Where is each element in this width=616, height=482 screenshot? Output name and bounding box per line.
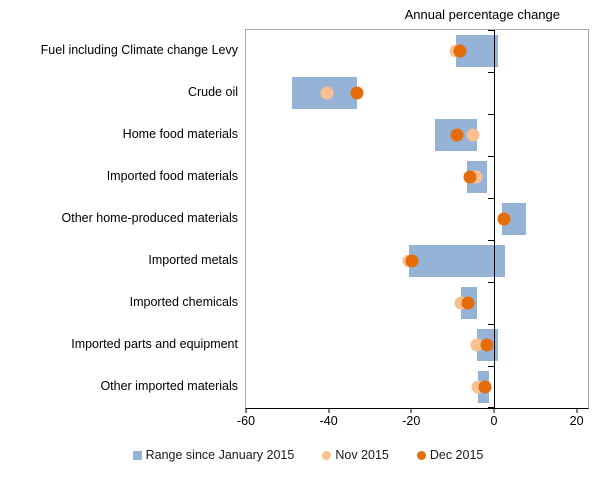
dec-dot [480,338,494,352]
x-axis-tick [245,408,247,413]
range-swatch-icon [132,450,142,460]
legend: Range since January 2015 Nov 2015 Dec 20… [0,448,616,462]
x-axis-tick [576,408,578,413]
category-label: Crude oil [187,85,238,100]
chart-title: Annual percentage change [404,7,560,22]
x-axis-tick [410,408,412,413]
zero-axis-tick [487,114,494,115]
zero-axis-tick [487,198,494,199]
category-label: Imported food materials [106,169,238,184]
dec-dot [461,296,475,310]
dec-dot-icon [416,450,426,460]
x-axis-tick-label: 20 [569,414,584,428]
zero-axis-line [493,30,495,408]
category-label: Other imported materials [100,379,238,394]
nov-dot [466,128,480,142]
legend-label-dec: Dec 2015 [429,448,484,462]
x-axis-tick-label: 0 [490,414,498,428]
zero-axis-tick [487,407,494,408]
range-bar [409,245,506,277]
legend-item-range: Range since January 2015 [132,448,295,462]
dec-dot [405,254,419,268]
category-label: Imported parts and equipment [71,337,238,352]
zero-axis-tick [487,324,494,325]
zero-axis-tick [487,72,494,73]
plot-area: -60 -40 -20 0 20 [237,29,589,428]
legend-label-range: Range since January 2015 [145,448,295,462]
zero-axis-tick [487,366,494,367]
dec-dot [450,128,464,142]
dec-dot [497,212,511,226]
dec-dot [478,380,492,394]
x-axis-tick-label: -20 [402,414,421,428]
zero-axis-tick [487,240,494,241]
x-axis-tick [493,408,495,413]
zero-axis-tick [487,282,494,283]
category-label: Fuel including Climate change Levy [40,43,238,58]
nov-dot [320,86,334,100]
zero-axis-tick [487,156,494,157]
range-bar [502,203,526,235]
legend-item-dec: Dec 2015 [416,448,484,462]
dec-dot [463,170,477,184]
legend-label-nov: Nov 2015 [335,448,389,462]
category-label: Home food materials [122,127,238,142]
category-label: Imported chemicals [129,295,238,310]
x-axis-tick [328,408,330,413]
x-axis-tick-label: -40 [319,414,338,428]
category-label: Other home-produced materials [61,211,238,226]
legend-item-nov: Nov 2015 [322,448,389,462]
category-label: Imported metals [148,253,238,268]
zero-axis-tick [487,30,494,31]
x-axis-tick-label: -60 [236,414,256,428]
nov-dot-icon [322,450,332,460]
dec-dot [350,86,364,100]
dec-dot [453,44,467,58]
